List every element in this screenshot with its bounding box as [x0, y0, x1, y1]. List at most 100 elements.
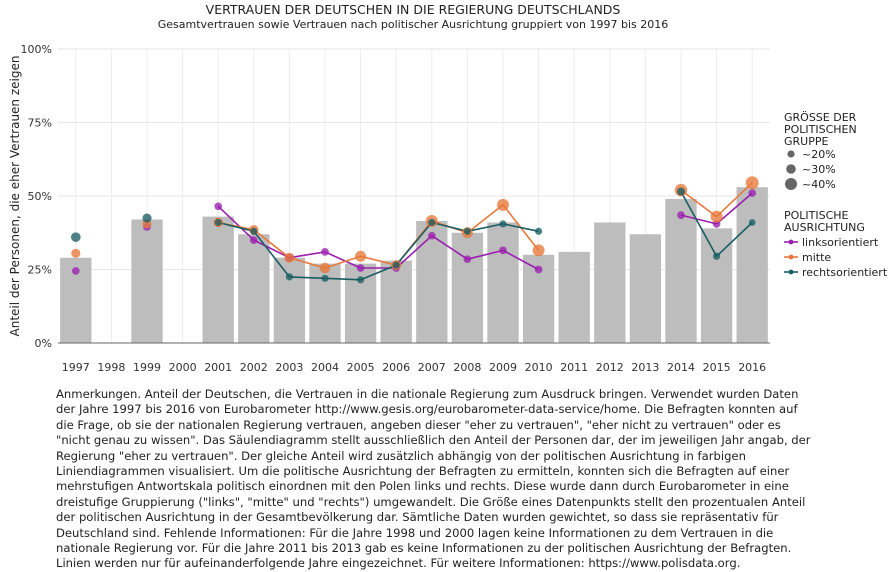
- bar: [416, 220, 448, 343]
- x-tick-label: 2014: [667, 361, 695, 374]
- series-point-mitte: [710, 210, 723, 223]
- y-tick-label: 100%: [21, 43, 52, 56]
- legend-size-marker: [787, 150, 795, 158]
- series-point-rechtsorientiert: [463, 227, 471, 235]
- series-point-mitte: [497, 198, 509, 211]
- bar: [273, 257, 306, 343]
- bar: [131, 219, 163, 343]
- legend-series-marker: [788, 239, 794, 245]
- chart-title: VERTRAUEN DER DEUTSCHEN IN DIE REGIERUNG…: [206, 2, 621, 17]
- series-point-mitte: [319, 262, 331, 274]
- bar: [238, 234, 270, 343]
- series-point-linksorientiert: [748, 189, 757, 197]
- legend-size-marker: [785, 178, 797, 190]
- x-tick-label: 1999: [133, 361, 161, 374]
- series-point-linksorientiert: [249, 236, 258, 244]
- legend-size-marker: [786, 164, 796, 174]
- x-tick-label: 2006: [382, 361, 410, 374]
- bar: [736, 187, 768, 343]
- x-tick-label: 2003: [275, 361, 303, 374]
- series-point-linksorientiert: [427, 231, 436, 240]
- series-point-linksorientiert: [499, 246, 507, 255]
- legend-series-label: mitte: [802, 251, 831, 264]
- series-point-mitte: [355, 250, 367, 262]
- series-point-rechtsorientiert: [713, 252, 721, 260]
- x-tick-label: 2001: [204, 361, 232, 374]
- legend-color-title: POLITISCHE: [784, 209, 849, 222]
- series-point-rechtsorientiert: [214, 218, 222, 227]
- series-point-rechtsorientiert: [71, 232, 81, 242]
- bars: [60, 187, 768, 343]
- series-point-linksorientiert: [534, 265, 543, 274]
- legend-size-label: ~30%: [802, 163, 836, 176]
- legend-size-label: ~20%: [802, 148, 836, 161]
- x-tick-label: 2007: [418, 361, 446, 374]
- legend-color-title: AUSRICHTUNG: [784, 221, 865, 234]
- x-tick-label: 2012: [596, 361, 624, 374]
- bar: [594, 222, 626, 343]
- series-point-linksorientiert: [463, 255, 472, 264]
- series-point-linksorientiert: [677, 211, 685, 219]
- chart-subtitle: Gesamtvertrauen sowie Vertrauen nach pol…: [158, 18, 668, 31]
- legend-size-label: ~40%: [802, 178, 836, 191]
- series-point-rechtsorientiert: [285, 273, 293, 281]
- bar: [451, 232, 484, 343]
- x-tick-label: 2016: [738, 361, 766, 374]
- series-point-mitte: [532, 244, 545, 257]
- series-line-linksorientiert: [217, 205, 539, 271]
- chart-figure: VERTRAUEN DER DEUTSCHEN IN DIE REGIERUNG…: [8, 2, 888, 570]
- grid: [58, 48, 770, 343]
- y-tick-label: 75%: [28, 117, 52, 130]
- series-point-linksorientiert: [321, 248, 329, 256]
- series-point-linksorientiert: [71, 267, 80, 275]
- bar: [629, 234, 662, 343]
- x-tick-label: 1997: [62, 361, 90, 374]
- y-tick-label: 50%: [28, 190, 52, 203]
- x-tick-label: 2005: [347, 361, 375, 374]
- series-point-rechtsorientiert: [357, 276, 365, 284]
- y-tick-label: 25%: [28, 264, 52, 277]
- series-point-rechtsorientiert: [321, 274, 329, 282]
- series-point-mitte: [745, 176, 759, 190]
- bar: [202, 216, 234, 343]
- series-point-mitte: [71, 248, 81, 258]
- series-line-mitte: [218, 204, 540, 269]
- y-tick-label: 0%: [35, 337, 52, 350]
- legend-series-label: rechtsorientiert: [802, 266, 888, 279]
- legend-series-marker: [788, 269, 794, 275]
- legend-size-title: GRUPPE: [784, 135, 828, 148]
- x-tick-label: 2015: [703, 361, 731, 374]
- series-point-rechtsorientiert: [392, 261, 400, 269]
- series-point-rechtsorientiert: [676, 187, 686, 196]
- bar: [380, 260, 412, 343]
- series-point-linksorientiert: [214, 202, 223, 211]
- series-point-rechtsorientiert: [748, 219, 756, 226]
- legend-series-label: linksorientiert: [802, 236, 879, 249]
- bar: [558, 251, 590, 343]
- chart-canvas: VERTRAUEN DER DEUTSCHEN IN DIE REGIERUNG…: [8, 2, 888, 374]
- series-points: [71, 176, 759, 284]
- chart-notes: Anmerkungen. Anteil der Deutschen, die V…: [56, 387, 811, 571]
- legend-size-title: GRÖSSE DER: [784, 111, 857, 124]
- series-point-rechtsorientiert: [428, 218, 436, 227]
- x-tick-label: 2008: [453, 361, 481, 374]
- x-tick-label: 2011: [560, 361, 588, 374]
- series-point-rechtsorientiert: [499, 220, 507, 228]
- axes: 0% 25% 50% 75% 100% 1997 1998 1999 2000 2001 2002 2…: [21, 43, 770, 374]
- x-tick-label: 2013: [631, 361, 659, 374]
- series-point-mitte: [284, 252, 295, 263]
- series-point-linksorientiert: [356, 264, 365, 272]
- x-tick-label: 1998: [97, 361, 125, 374]
- x-tick-label: 2002: [240, 361, 268, 374]
- series-point-rechtsorientiert: [250, 227, 258, 235]
- bar: [665, 198, 697, 343]
- bar: [487, 222, 519, 343]
- x-tick-label: 2000: [169, 361, 197, 374]
- series-point-rechtsorientiert: [142, 213, 152, 223]
- series-line-rechtsorientiert: [218, 221, 539, 281]
- x-tick-label: 2010: [525, 361, 553, 374]
- legend-size-title: POLITISCHEN: [784, 123, 857, 136]
- y-axis-label: Anteil der Personen, die eher Vertrauen …: [8, 56, 22, 337]
- legend-series-marker: [788, 254, 794, 260]
